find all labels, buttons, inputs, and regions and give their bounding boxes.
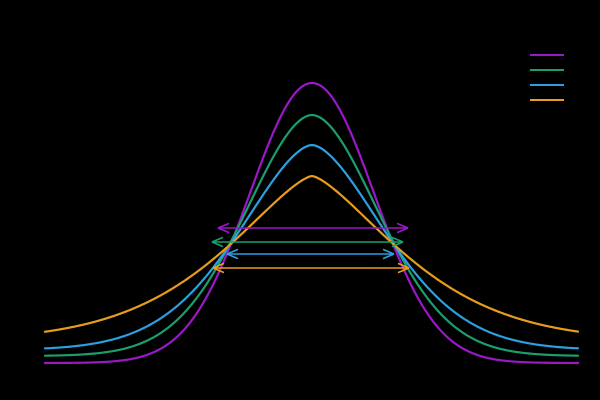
- legend[interactable]: [524, 48, 596, 114]
- curve-orange: [43, 174, 580, 333]
- fwhm-arrow-blue-head-left: [226, 248, 239, 260]
- fwhm-arrow-purple-head-right: [396, 222, 409, 234]
- legend-line-blue: [530, 84, 564, 86]
- fwhm-arrow-blue-head-right: [382, 248, 395, 260]
- legend-item-2[interactable]: [524, 78, 596, 93]
- fwhm-arrows-layer: [211, 222, 410, 274]
- legend-item-3[interactable]: [524, 93, 596, 108]
- fwhm-arrow-green-head-left: [211, 236, 224, 248]
- fwhm-arrow-orange-head-right: [397, 262, 410, 274]
- legend-item-1[interactable]: [524, 63, 596, 78]
- legend-item-0[interactable]: [524, 48, 596, 63]
- legend-line-orange: [530, 99, 564, 101]
- fwhm-arrow-purple: [217, 222, 409, 234]
- fwhm-arrow-blue: [226, 248, 395, 260]
- fwhm-arrow-green: [211, 236, 404, 248]
- curve-purple: [43, 81, 580, 365]
- fwhm-arrow-orange: [212, 262, 410, 274]
- curve-green: [43, 113, 580, 357]
- legend-line-purple: [530, 54, 564, 56]
- fwhm-arrow-purple-head-left: [217, 222, 230, 234]
- curves-layer: [43, 81, 580, 365]
- legend-line-green: [530, 69, 564, 71]
- fwhm-arrow-orange-head-left: [212, 262, 225, 274]
- curve-blue: [43, 143, 580, 350]
- fwhm-arrow-green-head-right: [391, 236, 404, 248]
